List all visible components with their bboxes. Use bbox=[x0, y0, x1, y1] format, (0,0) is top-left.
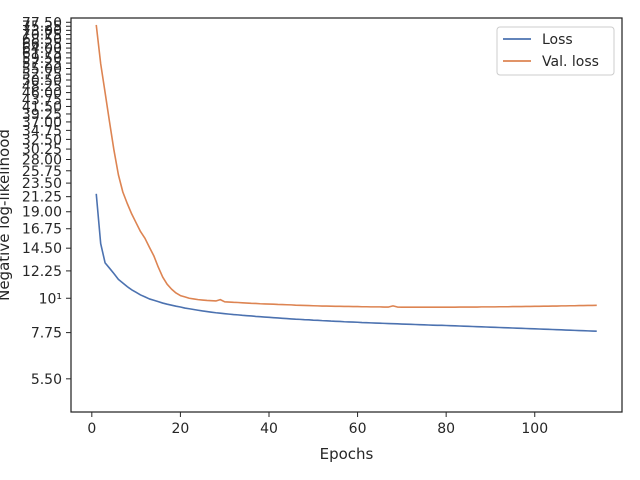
y-tick-label: 34.75 bbox=[22, 123, 62, 139]
y-tick-label: 14.50 bbox=[22, 241, 62, 257]
y-tick-label: 43.75 bbox=[22, 92, 62, 108]
y-tick-label: 19.00 bbox=[22, 205, 62, 221]
legend-label: Val. loss bbox=[542, 54, 599, 70]
legend-label: Loss bbox=[542, 32, 573, 48]
y-tick-label: 77.50 bbox=[22, 15, 62, 31]
x-tick-label: 0 bbox=[87, 421, 96, 437]
y-tick-label: 73.00 bbox=[22, 23, 62, 39]
x-tick-label: 60 bbox=[349, 421, 367, 437]
y-tick-label: 32.50 bbox=[22, 132, 62, 148]
y-tick-label: 52.75 bbox=[22, 67, 62, 83]
x-tick-label: 80 bbox=[437, 421, 455, 437]
y-axis: 5.50 7.75 10¹ 12.25 14.50 16.7519.0021.2523.5… bbox=[22, 15, 71, 388]
y-tick-label: 70.75 bbox=[22, 28, 62, 44]
series-line-loss bbox=[95, 193, 597, 333]
y-tick-label: 10¹ bbox=[39, 291, 62, 307]
axes-frame bbox=[70, 17, 623, 413]
y-tick-label: 7.75 bbox=[31, 326, 62, 342]
y-tick-label: 55.00 bbox=[22, 61, 62, 77]
series-layer bbox=[95, 24, 597, 333]
x-tick-label: 20 bbox=[171, 421, 189, 437]
y-tick-label: 59.50 bbox=[22, 51, 62, 67]
y-tick-label: 75.25 bbox=[22, 19, 62, 35]
y-tick-label: 25.75 bbox=[22, 164, 62, 180]
y-tick-label: 41.50 bbox=[22, 99, 62, 115]
y-tick-label: 48.25 bbox=[22, 79, 62, 95]
y-tick-label: 21.25 bbox=[22, 190, 62, 206]
y-tick-label: 66.25 bbox=[22, 36, 62, 52]
y-axis-label: Negative log-likelihood bbox=[0, 129, 13, 301]
y-tick-label: 28.00 bbox=[22, 152, 62, 168]
y-tick-label: 46.00 bbox=[22, 86, 62, 102]
y-tick-label: 23.50 bbox=[22, 176, 62, 192]
y-tick-label: 5.50 bbox=[31, 372, 62, 388]
x-tick-label: 100 bbox=[521, 421, 548, 437]
series-line-val-loss bbox=[95, 24, 597, 308]
x-axis: 0 20 40 60 80 100 bbox=[87, 412, 548, 437]
y-tick-label: 64.00 bbox=[22, 41, 62, 57]
y-tick-label: 12.25 bbox=[22, 264, 62, 280]
y-tick-label: 61.75 bbox=[22, 46, 62, 62]
y-tick-label: 57.25 bbox=[22, 56, 62, 72]
x-tick-label: 40 bbox=[260, 421, 278, 437]
legend: Loss Val. loss bbox=[496, 26, 615, 76]
y-tick-label: 39.25 bbox=[22, 107, 62, 123]
y-tick-label: 68.50 bbox=[22, 32, 62, 48]
y-tick-label: 30.25 bbox=[22, 142, 62, 158]
y-tick-label: 37.00 bbox=[22, 115, 62, 131]
y-tick-label: 50.50 bbox=[22, 73, 62, 89]
y-tick-label: 16.75 bbox=[22, 222, 62, 238]
x-axis-label: Epochs bbox=[320, 445, 374, 463]
